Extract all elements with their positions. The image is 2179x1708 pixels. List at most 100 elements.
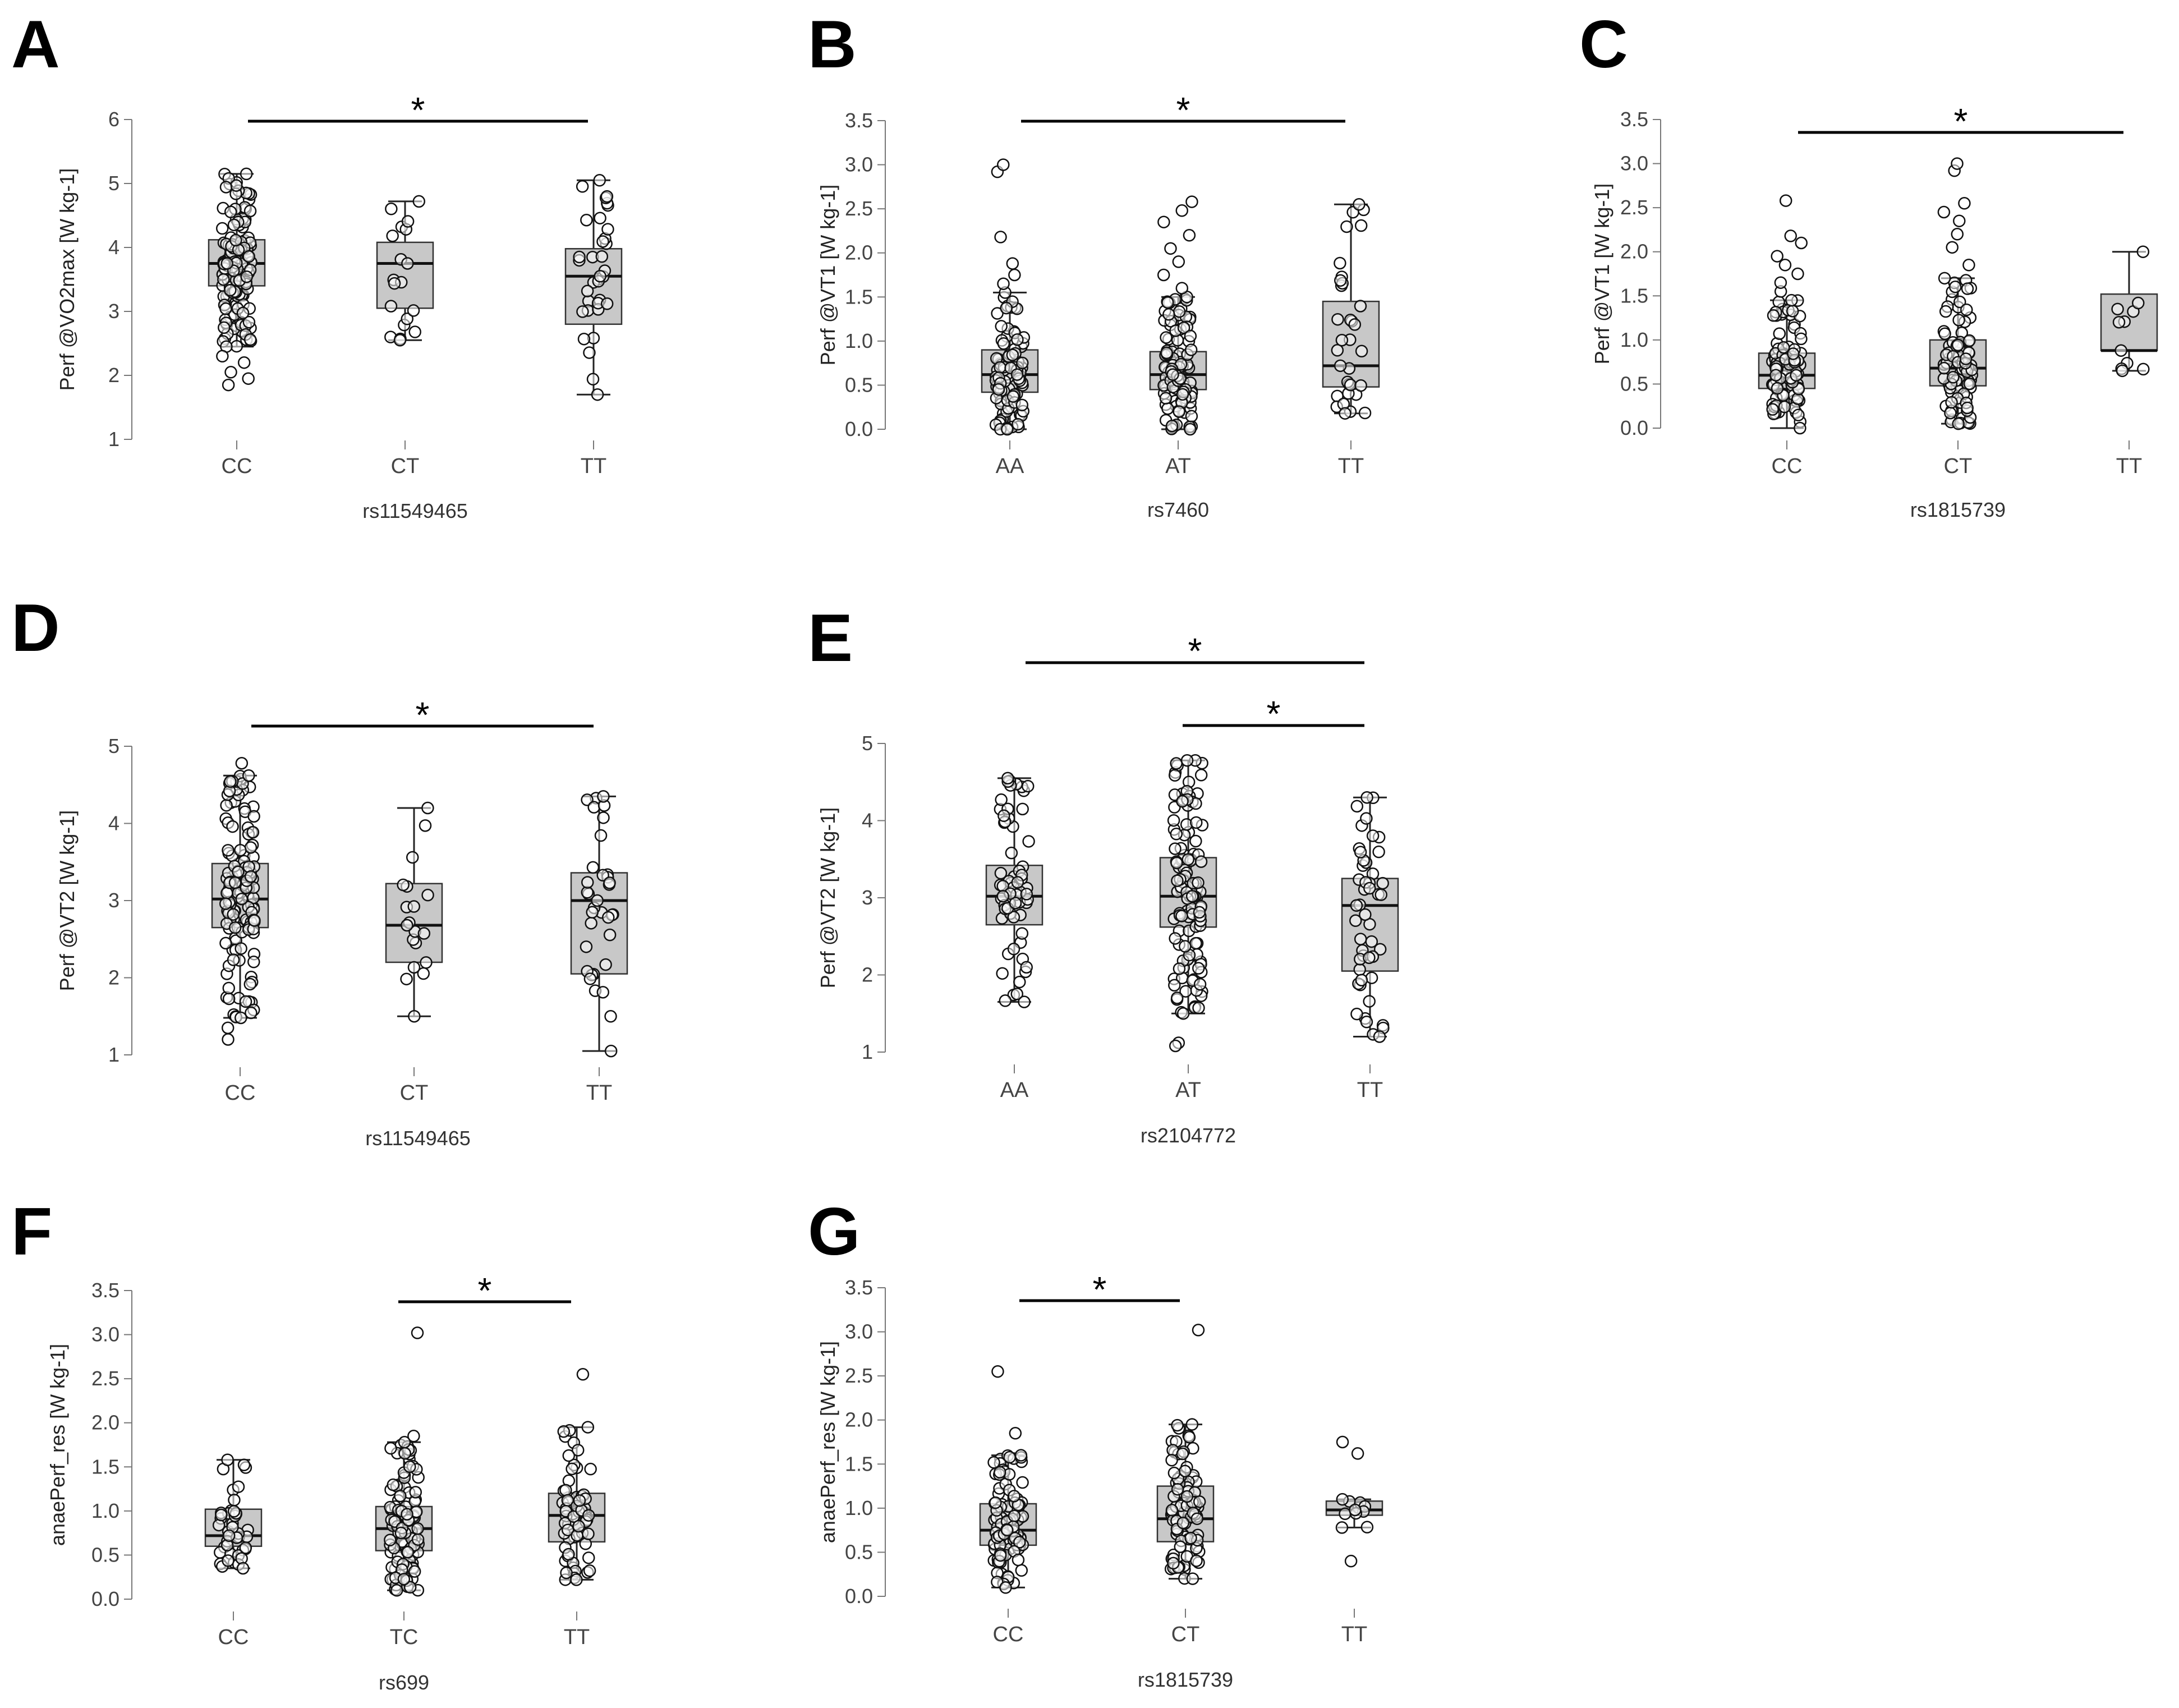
data-point [1001,1523,1014,1537]
box-ct [385,801,443,1023]
data-point [581,876,594,889]
data-point [1937,361,1951,375]
data-point [1960,303,1973,316]
y-tick-label: 3 [108,889,119,912]
panel-letter: C [1579,7,1628,82]
data-point [1363,995,1376,1008]
y-tick-label: 1.5 [845,1452,873,1475]
y-axis-title: Perf @VT2 [W kg-1] [56,810,79,991]
data-point [1349,914,1362,928]
box-tt [1341,791,1399,1043]
y-tick-label: 0.0 [91,1587,119,1610]
data-point [242,250,255,263]
x-tick-label: TT [581,454,606,478]
data-point [1376,876,1389,890]
data-point [1157,215,1170,228]
data-point [1016,356,1029,370]
data-point [407,304,420,317]
data-point [557,1425,571,1438]
data-point [1165,419,1179,433]
y-tick-label: 5 [108,734,119,757]
panel-g: G 0.0 0.5 1.0 1.5 2.0 2.5 3.0 3.5 anaePerf_res [W… [808,1194,1383,1691]
data-point [1170,757,1183,770]
data-point [1354,379,1367,392]
data-point [420,956,433,969]
data-point [1363,881,1376,895]
data-point [1184,343,1198,356]
data-point [239,1541,252,1554]
data-point [222,844,235,857]
data-point [987,1456,1000,1469]
box-tt [564,174,623,401]
data-point [384,1533,397,1546]
significance-star: * [1188,631,1202,671]
data-point [1165,1454,1178,1467]
data-point [1182,853,1195,866]
data-point [1013,1536,1026,1549]
data-point [237,356,251,369]
x-tick-label: CC [225,1081,256,1105]
data-point [586,373,600,386]
data-point [1194,855,1208,868]
y-axis-title: Perf @VT1 [W kg-1] [1590,183,1613,365]
y-tick-label: 2.5 [845,197,873,220]
data-point [1350,1007,1363,1021]
data-point [586,906,599,919]
data-point [229,179,243,192]
data-point [1003,1450,1016,1464]
data-point [995,320,1008,333]
data-point [1176,1516,1190,1530]
panel-b: B 0.0 0.5 1.0 1.5 2.0 2.5 3.0 3.5 Perf @VT1 [W kg… [808,7,1380,521]
box-ct [1929,157,1987,430]
box-iqr [376,241,434,309]
data-point [573,250,586,264]
data-point [1020,888,1033,901]
data-point [212,1518,226,1532]
data-point [240,270,253,283]
data-point [591,388,604,401]
data-point [994,361,1006,374]
box-ct [376,195,434,347]
data-point [1358,406,1372,420]
x-tick-label: AA [996,454,1024,478]
data-point [1766,403,1779,416]
x-axis-title: rs11549465 [362,499,468,522]
data-point [994,231,1007,244]
data-point [421,801,434,815]
x-axis-title: rs1815739 [1138,1668,1233,1691]
data-point [229,233,242,247]
data-point [235,942,247,955]
data-point [1014,1449,1028,1462]
data-point [1190,1512,1204,1525]
data-point [1167,1466,1181,1480]
box-tt [570,790,628,1058]
data-point [582,1527,595,1540]
y-tick-label: 2.0 [845,1408,873,1431]
data-point [388,277,401,290]
x-axis-title: rs11549465 [365,1127,471,1150]
data-point [1166,368,1179,381]
data-point [1176,388,1189,401]
data-point [224,775,237,788]
data-point [1774,276,1787,289]
y-tick-label: 2 [108,966,119,989]
data-point [1363,951,1376,965]
data-point [1348,318,1362,331]
data-point [1354,300,1367,313]
data-point [1349,1503,1362,1517]
x-axis-title: rs2104772 [1141,1124,1236,1147]
data-point [243,204,257,218]
data-point [1771,382,1784,395]
data-point [1171,874,1184,887]
data-point [1791,267,1804,281]
data-point [1767,309,1780,322]
data-point [594,829,608,842]
data-point [390,1584,403,1597]
y-tick-label: 5 [862,732,873,755]
data-point [1015,398,1029,412]
data-point [1171,1482,1184,1496]
data-point [394,1489,407,1503]
x-tick-label: TT [564,1626,590,1649]
data-point [408,325,421,338]
data-point [1190,1554,1203,1567]
